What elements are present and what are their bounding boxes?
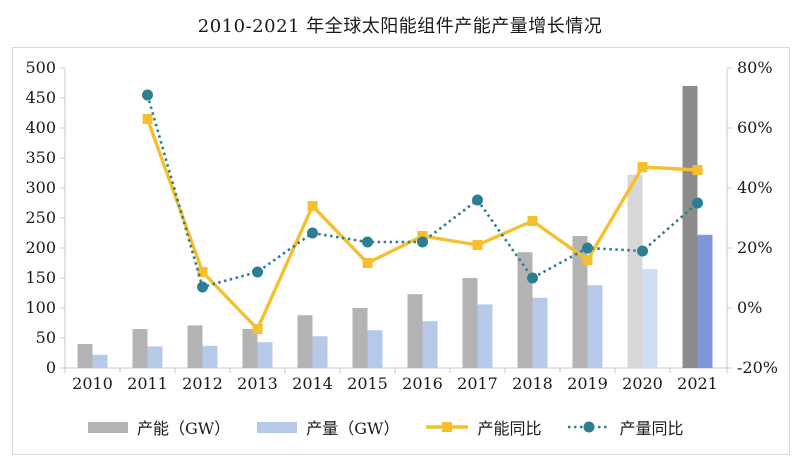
marker-production-yoy-2015	[362, 236, 373, 248]
bar-capacity-2016	[407, 294, 423, 368]
bar-production-2011	[147, 346, 163, 368]
production-yoy-polyline	[146, 94, 699, 289]
x-axis-category-label: 2015	[347, 374, 388, 393]
y-axis-left-tick-label: 500	[25, 58, 56, 77]
marker-capacity-yoy-2016	[417, 231, 428, 241]
marker-production-yoy-2018	[527, 272, 538, 284]
bar-capacity-2012	[187, 325, 203, 368]
axes: 0 50 100 150 200 250 300 350 400 450 500 -20% 0% 20% 4…	[25, 58, 778, 393]
bar-production-2010	[92, 354, 108, 368]
marker-capacity-yoy-2018	[527, 216, 538, 226]
y-axis-right-tick-label: 60%	[737, 118, 773, 137]
capacity-bar-swatch-icon	[88, 421, 128, 433]
x-axis-category-label: 2011	[127, 374, 168, 393]
y-axis-left-tick-label: 350	[25, 148, 56, 167]
marker-capacity-yoy-2014	[307, 201, 318, 211]
legend-label-capacity: 产能（GW）	[137, 419, 231, 438]
marker-capacity-yoy-2021	[692, 165, 703, 175]
bar-production-2014	[312, 336, 328, 368]
legend-item-production: 产量（GW）	[257, 415, 399, 439]
marker-capacity-yoy-2013	[252, 324, 263, 334]
chart-plot-area: 0 50 100 150 200 250 300 350 400 450 500 -20% 0% 20% 4…	[25, 58, 778, 393]
legend-item-production-yoy: 产量同比	[568, 415, 684, 439]
marker-capacity-yoy-2017	[472, 240, 483, 250]
bar-production-2019	[587, 285, 603, 368]
bar-capacity-2021	[682, 86, 698, 368]
bar-production-2016	[422, 321, 438, 368]
marker-production-yoy-2021	[692, 197, 703, 209]
y-axis-right-tick-label: 40%	[737, 178, 773, 197]
bar-capacity-2019	[572, 236, 588, 368]
y-axis-left-tick-label: 150	[25, 268, 56, 287]
production-bar-swatch-icon	[257, 421, 298, 433]
bar-capacity-2010	[77, 344, 93, 368]
bar-capacity-2015	[352, 308, 368, 368]
y-axis-left-tick-label: 450	[25, 88, 56, 107]
bar-production-2018	[532, 297, 548, 368]
x-axis-category-label: 2012	[182, 374, 223, 393]
legend-marker	[583, 421, 595, 433]
marker-capacity-yoy-2020	[637, 162, 648, 172]
bar-production-2017	[477, 304, 493, 368]
bar-capacity-2013	[242, 329, 258, 368]
capacity-yoy-line-swatch-icon	[426, 422, 469, 432]
marker-production-yoy-2017	[472, 194, 483, 206]
x-axis-category-label: 2021	[677, 374, 718, 393]
bar-capacity-2014	[297, 315, 313, 368]
bar-production-2020	[642, 269, 658, 368]
x-axis-category-label: 2020	[622, 374, 663, 393]
legend-marker	[442, 422, 453, 432]
chart-title: 2010-2021 年全球太阳能组件产能产量增长情况	[197, 16, 603, 37]
bar-production-2015	[367, 330, 383, 368]
x-axis-category-label: 2016	[402, 374, 443, 393]
marker-capacity-yoy-2012	[197, 267, 208, 277]
x-axis-category-label: 2010	[72, 374, 113, 393]
production-yoy-line	[142, 89, 703, 293]
y-axis-right-tick-label: -20%	[737, 358, 778, 377]
marker-capacity-yoy-2019	[582, 255, 593, 265]
x-axis-category-label: 2014	[292, 374, 333, 393]
x-axis-category-label: 2018	[512, 374, 553, 393]
chart-frame	[12, 47, 790, 455]
marker-production-yoy-2016	[417, 236, 428, 248]
marker-capacity-yoy-2015	[362, 258, 373, 268]
marker-capacity-yoy-2011	[142, 114, 153, 124]
bar-capacity-2017	[462, 278, 478, 368]
y-axis-left-tick-label: 0	[46, 358, 56, 377]
marker-production-yoy-2014	[307, 227, 318, 239]
bar-capacity-2011	[132, 329, 148, 368]
x-axis-category-label: 2019	[567, 374, 608, 393]
legend-item-capacity: 产能（GW）	[88, 415, 230, 439]
y-axis-left-tick-label: 300	[25, 178, 56, 197]
y-axis-left-tick-label: 200	[25, 238, 56, 257]
marker-production-yoy-2020	[637, 245, 648, 257]
y-axis-right-tick-label: 20%	[737, 238, 773, 257]
chart-legend: 产能（GW） 产量（GW） 产能同比 产量同比	[88, 410, 684, 444]
legend-item-capacity-yoy: 产能同比	[426, 415, 541, 439]
legend-label-production-yoy: 产量同比	[619, 419, 684, 438]
production-yoy-line-swatch-icon	[568, 421, 611, 433]
marker-production-yoy-2012	[197, 281, 208, 293]
marker-production-yoy-2011	[142, 89, 153, 101]
x-axis-category-label: 2017	[457, 374, 498, 393]
y-axis-right-tick-label: 80%	[737, 58, 773, 77]
production-bars	[92, 234, 713, 368]
y-axis-left-tick-label: 100	[25, 298, 56, 317]
bar-production-2013	[257, 342, 273, 368]
bar-production-2012	[202, 345, 218, 368]
bar-capacity-2020	[627, 174, 643, 368]
marker-production-yoy-2019	[582, 242, 593, 254]
y-axis-right-tick-label: 0%	[737, 298, 762, 317]
capacity-yoy-line	[142, 114, 703, 334]
bar-production-2021	[697, 234, 713, 368]
capacity-bars	[77, 86, 698, 368]
y-axis-left-tick-label: 400	[25, 118, 56, 137]
legend-label-production: 产量（GW）	[306, 419, 400, 438]
y-axis-left-tick-label: 50	[36, 328, 56, 347]
marker-production-yoy-2013	[252, 266, 263, 278]
y-axis-left-tick-label: 250	[25, 208, 56, 227]
legend-label-capacity-yoy: 产能同比	[477, 419, 542, 438]
x-axis-category-label: 2013	[237, 374, 278, 393]
